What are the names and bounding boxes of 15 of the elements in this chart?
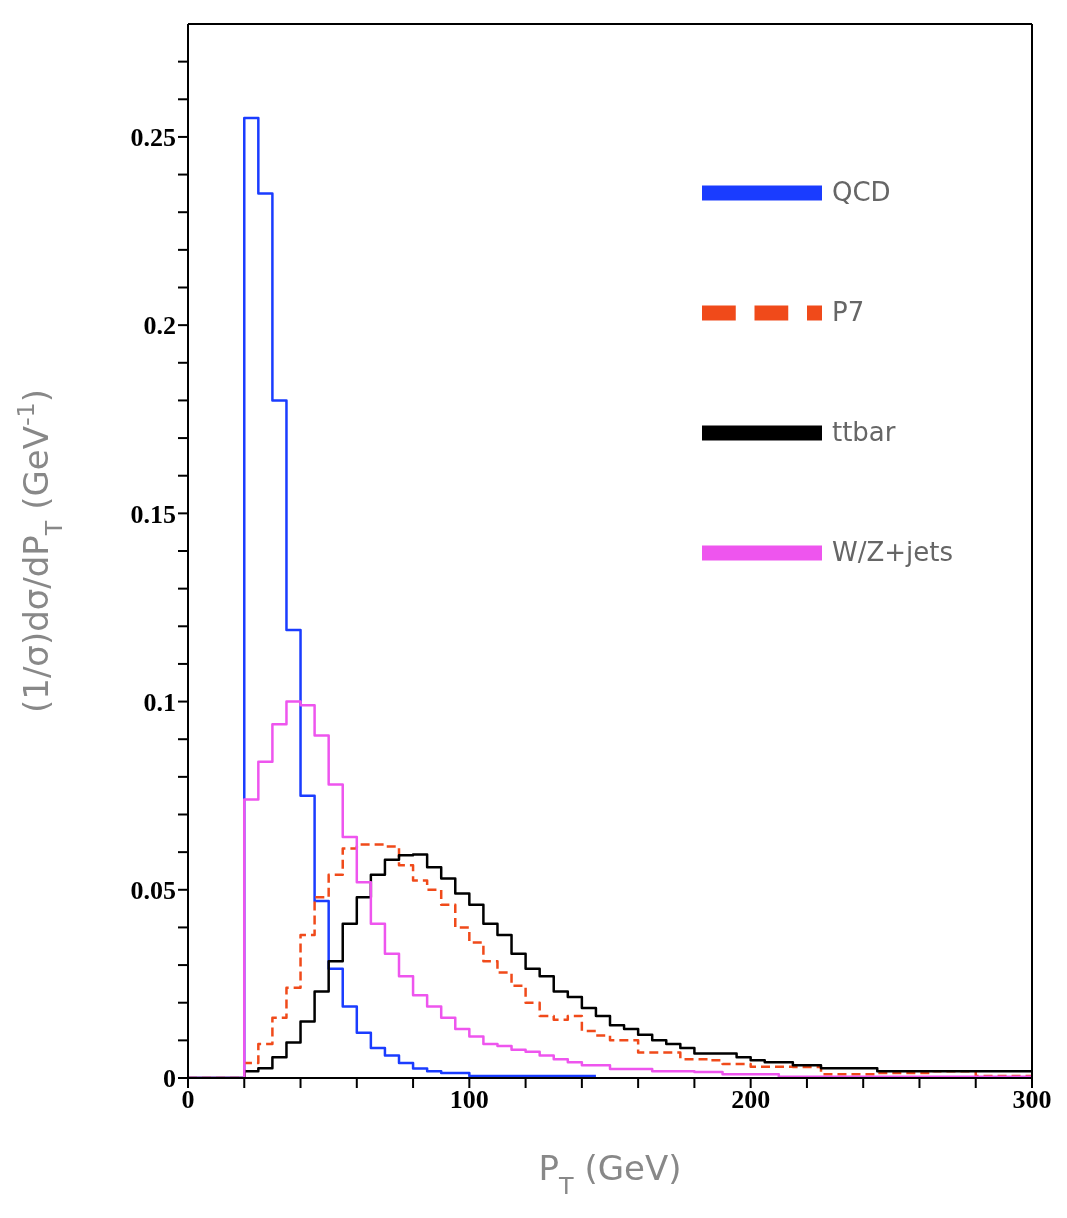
legend-label: W/Z+jets bbox=[831, 536, 953, 567]
y-tick-label: 0.2 bbox=[143, 311, 176, 341]
x-tick-label: 100 bbox=[449, 1085, 489, 1115]
y-tick-label: 0 bbox=[163, 1064, 176, 1094]
y-tick-label: 0.1 bbox=[143, 687, 176, 717]
legend-label: QCD bbox=[831, 176, 891, 207]
y-tick-label: 0.15 bbox=[130, 499, 176, 529]
x-tick-label: 200 bbox=[731, 1085, 771, 1115]
x-axis-title: P$_{T}$ (GeV) bbox=[538, 1148, 682, 1200]
x-tick-label: 300 bbox=[1012, 1085, 1052, 1115]
y-tick-label: 0.05 bbox=[130, 876, 176, 906]
legend-label: ttbar bbox=[831, 416, 896, 447]
y-tick-label: 0.25 bbox=[130, 123, 176, 153]
legend-label: P7 bbox=[831, 296, 865, 327]
x-tick-label: 0 bbox=[181, 1085, 195, 1115]
